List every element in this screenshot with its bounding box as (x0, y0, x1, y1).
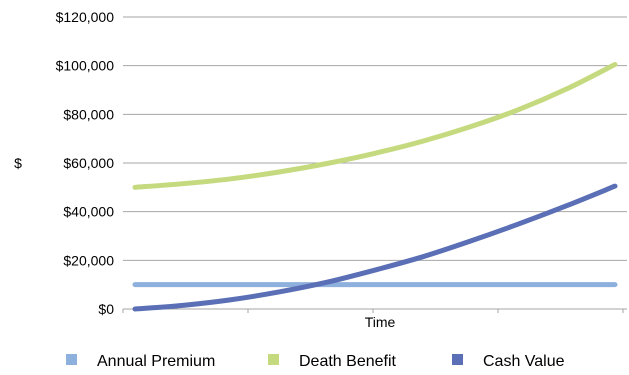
legend-label: Cash Value (483, 353, 565, 370)
y-axis-title: $ (14, 155, 22, 171)
y-tick-label: $120,000 (56, 9, 115, 25)
series-line-death-benefit (132, 61, 618, 190)
legend-swatch (66, 354, 77, 365)
legend-swatch (452, 354, 463, 365)
y-tick-label: $40,000 (63, 204, 114, 220)
legend-label: Death Benefit (299, 353, 397, 370)
y-axis-ticks: $0 $20,000 $40,000 $60,000 $80,000 $100,000 $1… (56, 9, 115, 317)
y-tick-label: $80,000 (63, 106, 114, 122)
y-tick-label: $60,000 (63, 155, 114, 171)
x-axis (122, 308, 627, 313)
legend: Annual Premium Death Benefit Cash Value (66, 353, 565, 370)
series-line-cash-value (132, 183, 618, 312)
y-tick-label: $0 (98, 301, 114, 317)
legend-item: Cash Value (452, 353, 565, 370)
legend-swatch (268, 354, 279, 365)
gridlines (123, 16, 627, 310)
y-tick-label: $20,000 (63, 252, 114, 268)
legend-item: Annual Premium (66, 353, 215, 370)
legend-item: Death Benefit (268, 353, 397, 370)
series-lines (132, 61, 618, 312)
x-axis-title: Time (365, 314, 396, 330)
y-tick-label: $100,000 (56, 58, 115, 74)
legend-label: Annual Premium (97, 353, 215, 370)
